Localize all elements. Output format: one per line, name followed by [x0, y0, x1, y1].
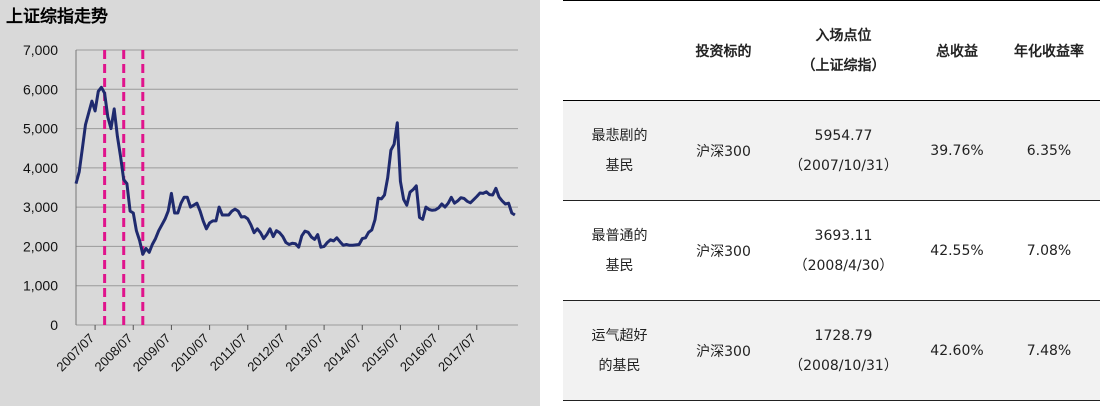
row-annual: 7.48%	[1026, 342, 1072, 359]
row-label: 最悲剧的 基民	[563, 101, 676, 201]
row-target: 沪深300	[696, 243, 751, 260]
chart-panel: 上证综指走势 0 1,000 2,000 3,000 4,000 5,000 6,000 7,…	[0, 0, 540, 406]
y-tick-label: 7,000	[23, 42, 58, 58]
chart-title: 上证综指走势	[6, 7, 108, 27]
row-label-line2: 基民	[605, 157, 634, 174]
series-line	[74, 85, 516, 256]
y-tick-label: 4,000	[23, 160, 58, 176]
row-label-line2: 的基民	[598, 357, 641, 374]
row-total: 42.60%	[930, 342, 984, 359]
gridlines	[75, 49, 518, 326]
y-tick-label: 1,000	[23, 278, 58, 294]
row-entry-value: 3693.11	[814, 227, 873, 244]
header-entry-line1: 入场点位	[815, 27, 872, 44]
table-panel: 投资标的 入场点位 （上证综指） 总收益 年化收益率 最悲剧的 基民 沪深300…	[563, 0, 1102, 406]
row-entry: 3693.11 （2008/4/30）	[771, 201, 916, 301]
row-entry-date: （2007/10/31）	[789, 157, 898, 174]
y-axis-ticks: 0 1,000 2,000 3,000 4,000 5,000 6,000 7,000	[23, 42, 58, 333]
x-tick-label: 2014/07	[321, 331, 365, 375]
header-blank	[563, 1, 676, 101]
row-annual: 7.08%	[1026, 242, 1072, 259]
row-total: 39.76%	[930, 142, 984, 159]
row-annual: 6.35%	[1026, 142, 1072, 159]
header-entry: 入场点位 （上证综指）	[771, 1, 916, 101]
row-label-line1: 最普通的	[591, 227, 648, 244]
row-label-line1: 运气超好	[591, 327, 648, 344]
y-tick-label: 6,000	[23, 81, 58, 97]
row-label: 运气超好 的基民	[563, 301, 676, 401]
row-entry-value: 1728.79	[814, 327, 873, 344]
y-tick-label: 2,000	[23, 238, 58, 254]
row-label-line2: 基民	[605, 257, 634, 274]
x-tick-label: 2011/07	[207, 331, 250, 374]
x-tick-label: 2010/07	[168, 331, 212, 375]
header-total: 总收益	[936, 43, 978, 60]
row-entry: 5954.77 （2007/10/31）	[771, 101, 916, 201]
header-target: 投资标的	[695, 43, 752, 60]
x-tick-label: 2008/07	[92, 331, 136, 375]
x-tick-label: 2017/07	[435, 331, 479, 375]
table-row: 最普通的 基民 沪深300 3693.11 （2008/4/30） 42.55%…	[563, 200, 1100, 301]
x-tick-label: 2015/07	[359, 331, 403, 375]
x-tick-label: 2016/07	[397, 331, 441, 375]
line-chart: 0 1,000 2,000 3,000 4,000 5,000 6,000 7,000 200…	[23, 42, 518, 374]
table-row: 运气超好 的基民 沪深300 1728.79 （2008/10/31） 42.6…	[563, 300, 1100, 401]
row-entry: 1728.79 （2008/10/31）	[771, 301, 916, 401]
marker-lines	[103, 50, 145, 325]
table-row: 最悲剧的 基民 沪深300 5954.77 （2007/10/31） 39.76…	[563, 100, 1100, 201]
row-label: 最普通的 基民	[563, 201, 676, 301]
row-target: 沪深300	[696, 343, 751, 360]
x-tick-label: 2007/07	[53, 331, 97, 375]
x-tick-label: 2009/07	[130, 331, 174, 375]
series-lines	[74, 85, 516, 256]
y-tick-label: 5,000	[23, 121, 58, 137]
row-label-line1: 最悲剧的	[591, 127, 648, 144]
investor-table: 投资标的 入场点位 （上证综指） 总收益 年化收益率 最悲剧的 基民 沪深300…	[563, 0, 1100, 401]
table-header-row: 投资标的 入场点位 （上证综指） 总收益 年化收益率	[563, 0, 1100, 101]
header-annual: 年化收益率	[1014, 43, 1084, 60]
row-entry-value: 5954.77	[814, 127, 873, 144]
row-entry-date: （2008/10/31）	[789, 357, 898, 374]
y-tick-label: 3,000	[23, 199, 58, 215]
y-tick-label: 0	[50, 317, 58, 333]
row-total: 42.55%	[930, 242, 984, 259]
row-target: 沪深300	[696, 143, 751, 160]
x-axis-ticks: 2007/072008/072009/072010/072011/072012/…	[53, 325, 479, 374]
row-entry-date: （2008/4/30）	[793, 257, 894, 274]
header-entry-line2: （上证综指）	[801, 57, 886, 74]
x-tick-label: 2012/07	[244, 331, 288, 375]
x-tick-label: 2013/07	[282, 331, 326, 375]
